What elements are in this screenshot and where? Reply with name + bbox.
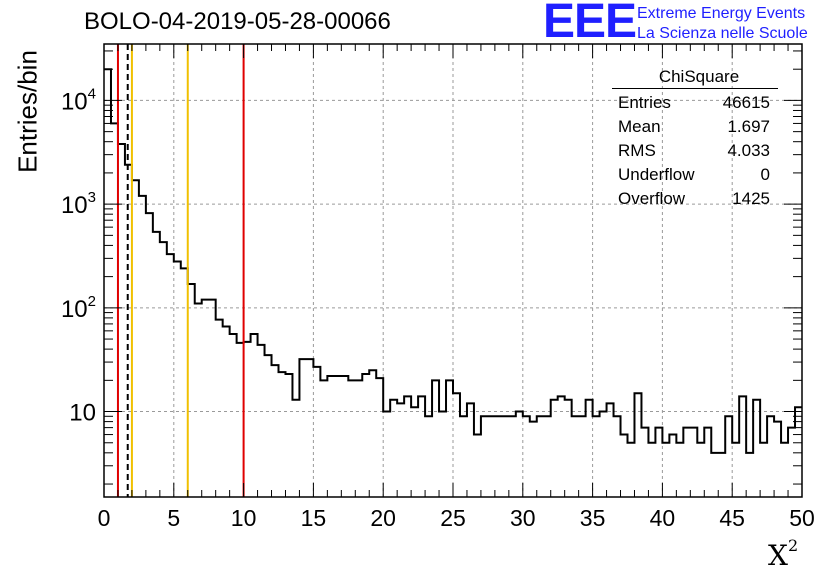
stats-box: ChiSquare Entries 46615 Mean 1.697 RMS 4… <box>612 66 778 211</box>
y-tick-label: 104 <box>61 85 96 115</box>
y-tick-label-exponent: 4 <box>88 85 96 102</box>
y-tick-label-exponent: 2 <box>88 293 96 310</box>
stats-title: ChiSquare <box>612 66 778 89</box>
stats-label: Underflow <box>618 165 695 184</box>
grid-layer <box>104 44 802 497</box>
x-tick-label: 50 <box>789 505 815 531</box>
stats-value: 1425 <box>732 189 770 208</box>
y-tick-label: 103 <box>61 189 96 219</box>
marker-lines-layer <box>116 44 245 497</box>
y-tick-label: 10 <box>69 400 96 427</box>
histogram-series <box>104 68 802 454</box>
stats-row-entries: Entries 46615 <box>612 91 778 115</box>
stats-row-overflow: Overflow 1425 <box>612 187 778 211</box>
x-tick-label: 15 <box>301 505 327 531</box>
logo-text-line2: La Scienza nelle Scuole <box>637 25 808 42</box>
x-axis-label: X2 <box>768 536 798 572</box>
y-tick-label-base: 10 <box>61 296 88 323</box>
stats-value: 4.033 <box>727 141 770 160</box>
y-tick-label-base: 10 <box>61 192 88 219</box>
stats-row-underflow: Underflow 0 <box>612 163 778 187</box>
eee-logo-mark: EEE <box>543 0 637 48</box>
x-tick-label: 45 <box>719 505 745 531</box>
stats-row-mean: Mean 1.697 <box>612 115 778 139</box>
stats-value: 0 <box>760 165 770 184</box>
x-tick-label: 30 <box>510 505 536 531</box>
logo-text-line1: Extreme Energy Events <box>637 5 806 22</box>
stats-label: RMS <box>618 141 656 160</box>
stats-label: Overflow <box>618 189 686 208</box>
histogram-layer <box>104 68 802 454</box>
stats-value: 1.697 <box>727 117 770 136</box>
x-tick-label: 0 <box>98 505 111 531</box>
x-tick-label: 5 <box>167 505 180 531</box>
x-tick-label: 40 <box>650 505 676 531</box>
chart-title: BOLO-04-2019-05-28-00066 <box>84 8 391 35</box>
axis-ticks <box>103 44 803 497</box>
x-tick-label: 35 <box>580 505 606 531</box>
x-axis-label-superscript: 2 <box>787 536 799 555</box>
y-tick-label-base: 10 <box>61 88 88 115</box>
stats-label: Mean <box>618 117 661 136</box>
y-tick-label: 102 <box>61 293 96 323</box>
y-tick-label-exponent: 3 <box>88 189 96 206</box>
stats-value: 46615 <box>722 93 770 112</box>
stats-label: Entries <box>618 93 671 112</box>
x-tick-label: 20 <box>370 505 396 531</box>
x-axis-label-text: X <box>768 539 788 572</box>
x-tick-label: 25 <box>440 505 466 531</box>
y-axis-label: Entries/bin <box>12 50 43 173</box>
x-tick-label: 10 <box>231 505 257 531</box>
stats-row-rms: RMS 4.033 <box>612 139 778 163</box>
